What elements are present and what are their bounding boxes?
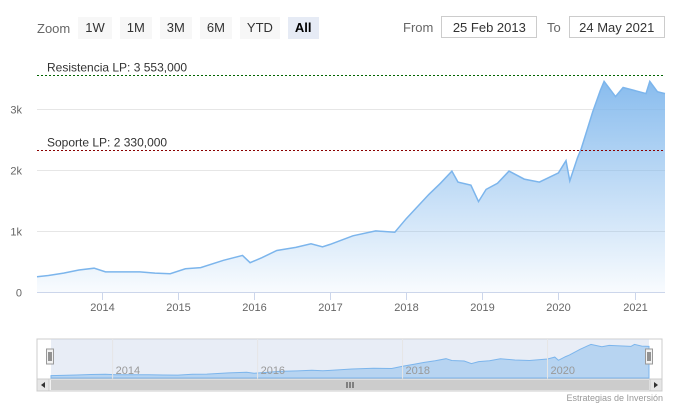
zoom-3m-button[interactable]: 3M bbox=[159, 17, 192, 39]
x-tick-label: 2015 bbox=[166, 302, 190, 314]
y-tick-label: 2k bbox=[10, 166, 22, 178]
from-date-input[interactable]: 25 Feb 2013 bbox=[441, 16, 538, 38]
credits: Estrategias de Inversión bbox=[566, 393, 663, 403]
x-tick-label: 2016 bbox=[242, 302, 266, 314]
zoom-all-button[interactable]: All bbox=[287, 17, 319, 39]
x-tick-label: 2014 bbox=[90, 302, 114, 314]
zoom-1w-button[interactable]: 1W bbox=[78, 17, 112, 39]
range-to: To 24 May 2021 bbox=[547, 16, 665, 38]
scrollbar[interactable] bbox=[36, 378, 663, 392]
zoom-ytd-button[interactable]: YTD bbox=[239, 17, 280, 39]
x-tick-label: 2021 bbox=[623, 302, 647, 314]
navigator[interactable]: 2014 2016 2018 2020 bbox=[36, 338, 663, 380]
plot-line-label-1: Soporte LP: 2 330,000 bbox=[47, 136, 167, 150]
y-tick-label: 1k bbox=[10, 227, 22, 239]
series-area bbox=[36, 79, 666, 293]
navigator-left-handle[interactable] bbox=[46, 348, 54, 365]
plot-lines: Resistencia LP: 3 553,000 Soporte LP: 2 3… bbox=[37, 61, 665, 151]
navigator-labels: 2014 2016 2018 2020 bbox=[112, 339, 575, 379]
series-area-fill bbox=[37, 81, 665, 293]
x-tick-label: 2019 bbox=[470, 302, 494, 314]
y-tick-label: 3k bbox=[10, 105, 22, 117]
x-tick-label: 2020 bbox=[546, 302, 570, 314]
plot-line-label-0: Resistencia LP: 3 553,000 bbox=[47, 61, 187, 75]
zoom-1m-button[interactable]: 1M bbox=[119, 17, 152, 39]
series-line bbox=[36, 79, 666, 278]
navigator-label: 2014 bbox=[116, 365, 140, 377]
zoom-6m-button[interactable]: 6M bbox=[199, 17, 232, 39]
navigator-label: 2016 bbox=[261, 365, 285, 377]
to-label: To bbox=[547, 19, 561, 35]
y-axis: 0 1k 2k 3k bbox=[10, 105, 22, 300]
x-tick-label: 2018 bbox=[394, 302, 418, 314]
scroll-left-arrow-icon bbox=[41, 382, 45, 388]
y-tick-label: 0 bbox=[16, 288, 22, 300]
to-date-input[interactable]: 24 May 2021 bbox=[568, 16, 665, 38]
from-label: From bbox=[403, 19, 434, 35]
x-axis: 2014 2015 2016 2017 2018 2019 2020 2021 bbox=[37, 292, 665, 314]
zoom-label: Zoom bbox=[37, 20, 71, 36]
scroll-right-arrow-icon bbox=[654, 382, 658, 388]
x-tick-label: 2017 bbox=[318, 302, 342, 314]
range-selector: Zoom 1W 1M 3M 6M YTD All bbox=[37, 16, 327, 40]
range-from: From 25 Feb 2013 bbox=[403, 16, 538, 38]
navigator-right-handle[interactable] bbox=[645, 348, 653, 365]
navigator-series bbox=[50, 343, 650, 379]
navigator-label: 2020 bbox=[551, 365, 575, 377]
navigator-label: 2018 bbox=[406, 365, 430, 377]
